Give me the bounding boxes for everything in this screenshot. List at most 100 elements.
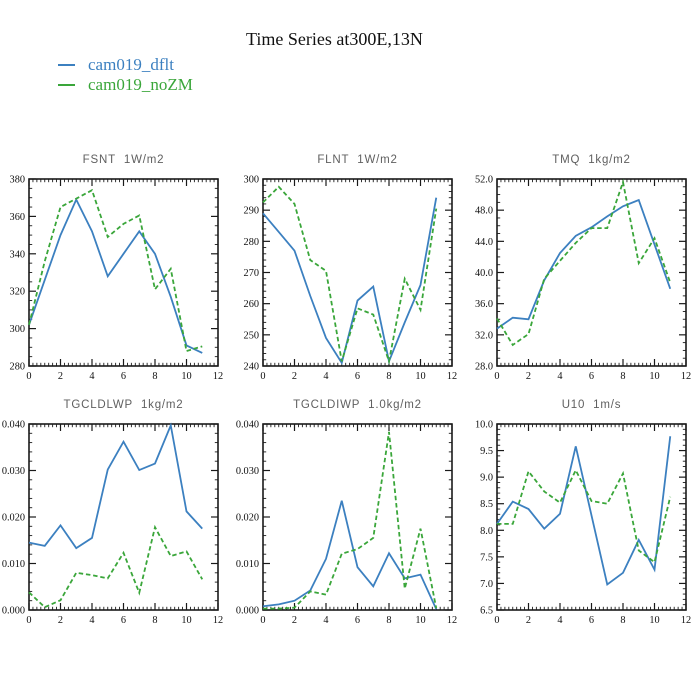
x-tick-label: 10 bbox=[181, 615, 191, 626]
x-tick-label: 0 bbox=[260, 371, 265, 382]
x-tick-label: 6 bbox=[355, 371, 360, 382]
chart-tmq: TMQ 1kg/m2 0 2 4 6 8 10 12 28.0 32.0 36.0 40.0 44.0 4… bbox=[475, 154, 691, 382]
x-tick-label: 10 bbox=[415, 371, 425, 382]
x-tick-label: 0 bbox=[26, 371, 31, 382]
series-line-cam019_noZM bbox=[262, 185, 438, 365]
x-tick-label: 4 bbox=[557, 371, 562, 382]
y-tick-label: 0.030 bbox=[2, 466, 25, 477]
x-tick-label: 0 bbox=[494, 615, 499, 626]
chart-u10: U10 1m/s 0 2 4 6 8 10 12 6.5 7.0 7.5 8.0 8.5 9.0 9.5 10… bbox=[475, 399, 691, 626]
y-tick-label: 0.040 bbox=[236, 420, 259, 431]
y-tick-label: 52.0 bbox=[475, 175, 493, 186]
chart-flnt: FLNT 1W/m2 0 2 4 6 8 10 12 240 250 260 270 280 290 300 bbox=[244, 154, 458, 382]
y-tick-label: 7.5 bbox=[480, 552, 493, 563]
legend-line-swatch bbox=[58, 84, 75, 86]
x-tick-label: 2 bbox=[58, 615, 63, 626]
legend-item: cam019_dflt bbox=[58, 55, 193, 75]
chart-title: U10 1m/s bbox=[562, 399, 622, 411]
y-tick-label: 300 bbox=[244, 175, 259, 186]
x-tick-label: 6 bbox=[355, 615, 360, 626]
chart-tgcldlwp: TGCLDLWP 1kg/m2 0 2 4 6 8 10 12 0.000 0.010 0.020 0… bbox=[2, 399, 223, 626]
x-tick-label: 4 bbox=[89, 615, 94, 626]
chart-title: TGCLDLWP 1kg/m2 bbox=[64, 399, 184, 411]
x-tick-label: 0 bbox=[260, 615, 265, 626]
x-tick-label: 4 bbox=[557, 615, 562, 626]
x-tick-label: 0 bbox=[26, 615, 31, 626]
y-tick-label: 7.0 bbox=[480, 579, 493, 590]
series-line-cam019_dflt bbox=[262, 500, 438, 610]
y-tick-label: 32.0 bbox=[475, 330, 493, 341]
y-tick-label: 320 bbox=[10, 287, 25, 298]
y-tick-label: 44.0 bbox=[475, 237, 493, 248]
y-tick-label: 0.010 bbox=[2, 559, 25, 570]
legend-line-swatch bbox=[58, 64, 75, 66]
x-tick-label: 8 bbox=[386, 615, 391, 626]
series-line-cam019_noZM bbox=[28, 188, 203, 353]
y-tick-label: 9.0 bbox=[480, 473, 493, 484]
x-tick-label: 2 bbox=[526, 371, 531, 382]
x-tick-label: 8 bbox=[620, 371, 625, 382]
page-title: Time Series at300E,13N bbox=[246, 29, 423, 49]
y-tick-label: 260 bbox=[244, 299, 259, 310]
y-tick-label: 250 bbox=[244, 330, 259, 341]
y-tick-label: 340 bbox=[10, 249, 25, 260]
series-line-cam019_noZM bbox=[28, 524, 204, 609]
axis-frame bbox=[496, 178, 687, 367]
y-tick-label: 360 bbox=[10, 212, 25, 223]
x-tick-label: 2 bbox=[292, 615, 297, 626]
x-tick-label: 12 bbox=[447, 615, 457, 626]
x-tick-label: 2 bbox=[292, 371, 297, 382]
y-tick-label: 380 bbox=[10, 175, 25, 186]
y-tick-label: 270 bbox=[244, 268, 259, 279]
y-tick-label: 280 bbox=[244, 237, 259, 248]
y-tick-label: 0.010 bbox=[236, 559, 259, 570]
x-tick-label: 8 bbox=[386, 371, 391, 382]
series-line-cam019_dflt bbox=[262, 197, 438, 366]
x-tick-label: 2 bbox=[58, 371, 63, 382]
y-tick-label: 0.040 bbox=[2, 420, 25, 431]
y-tick-label: 240 bbox=[244, 362, 259, 373]
x-tick-label: 4 bbox=[89, 371, 94, 382]
y-tick-label: 36.0 bbox=[475, 299, 493, 310]
y-tick-label: 0.020 bbox=[2, 513, 25, 524]
x-tick-label: 12 bbox=[213, 615, 223, 626]
x-tick-label: 8 bbox=[620, 615, 625, 626]
series-line-cam019_dflt bbox=[28, 422, 203, 550]
y-tick-label: 290 bbox=[244, 206, 259, 217]
series-line-cam019_dflt bbox=[28, 197, 203, 354]
x-tick-label: 12 bbox=[213, 371, 223, 382]
y-tick-label: 0.020 bbox=[236, 513, 259, 524]
chart-tgcldiwp: TGCLDIWP 1.0kg/m2 0 2 4 6 8 10 12 0.000 0.010 0.02… bbox=[236, 399, 457, 626]
x-tick-label: 4 bbox=[323, 615, 328, 626]
x-tick-label: 10 bbox=[415, 615, 425, 626]
x-tick-label: 6 bbox=[589, 615, 594, 626]
x-tick-label: 12 bbox=[681, 371, 691, 382]
y-tick-label: 8.0 bbox=[480, 526, 493, 537]
legend-item-label: cam019_noZM bbox=[88, 75, 193, 94]
x-tick-label: 10 bbox=[649, 371, 659, 382]
chart-title: FSNT 1W/m2 bbox=[83, 154, 165, 166]
x-tick-label: 6 bbox=[121, 371, 126, 382]
x-tick-label: 4 bbox=[323, 371, 328, 382]
x-tick-label: 2 bbox=[526, 615, 531, 626]
series-line-cam019_noZM bbox=[263, 431, 438, 610]
x-tick-label: 6 bbox=[121, 615, 126, 626]
chart-title: FLNT 1W/m2 bbox=[317, 154, 397, 166]
x-tick-label: 6 bbox=[589, 371, 594, 382]
x-tick-label: 12 bbox=[681, 615, 691, 626]
y-tick-label: 0.000 bbox=[236, 606, 259, 617]
legend-item-label: cam019_dflt bbox=[88, 55, 174, 74]
y-tick-label: 28.0 bbox=[475, 362, 493, 373]
x-tick-label: 8 bbox=[152, 615, 157, 626]
y-tick-label: 48.0 bbox=[475, 206, 493, 217]
y-tick-label: 9.5 bbox=[480, 446, 493, 457]
y-tick-label: 280 bbox=[10, 362, 25, 373]
y-tick-label: 300 bbox=[10, 324, 25, 335]
chart-fsnt: FSNT 1W/m2 0 2 4 6 8 10 12 280 300 320 340 360 380 bbox=[10, 154, 224, 382]
x-tick-label: 12 bbox=[447, 371, 457, 382]
x-tick-label: 10 bbox=[649, 615, 659, 626]
chart-title: TMQ 1kg/m2 bbox=[552, 154, 630, 166]
axis-frame bbox=[28, 423, 219, 611]
